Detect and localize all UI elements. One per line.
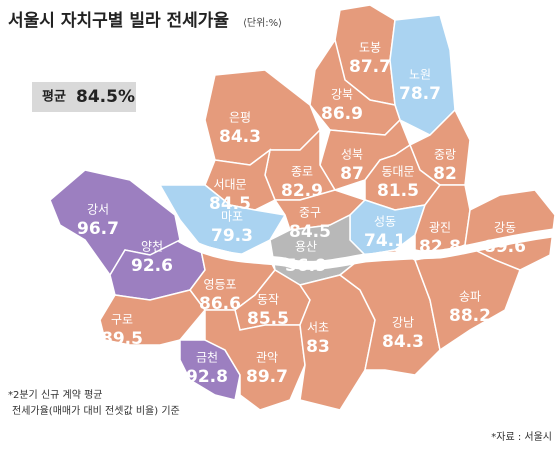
district-value: 78.7 — [399, 84, 441, 104]
district-name: 금천 — [196, 350, 218, 365]
average-label: 평균 — [42, 89, 66, 105]
district-name: 중구 — [299, 206, 321, 220]
average-box — [32, 82, 136, 112]
district-name: 강남 — [392, 316, 414, 330]
average-value: 84.5% — [76, 87, 135, 107]
district-name: 마포 — [221, 210, 243, 224]
river — [177, 227, 560, 270]
district-name: 중랑 — [434, 148, 456, 162]
district-name: 강동 — [494, 221, 516, 235]
district — [158, 184, 287, 256]
district-value: 79.3 — [211, 226, 253, 246]
district-name: 동대문 — [381, 165, 414, 179]
source: *자료 : 서울시 — [491, 431, 552, 443]
district-value: 89.5 — [101, 329, 143, 349]
district-name: 은평 — [229, 111, 251, 125]
district-value: 84.3 — [219, 127, 261, 147]
district-name: 서초 — [307, 321, 329, 335]
district-name: 성북 — [341, 148, 363, 162]
unit: ⟨단위:%⟩ — [243, 16, 282, 29]
district-name: 관악 — [256, 351, 278, 365]
district-value: 82.9 — [281, 181, 323, 201]
district-value: 87 — [340, 164, 364, 184]
district-name: 강서 — [87, 203, 109, 217]
district-value: 89.7 — [246, 367, 288, 387]
title: 서울시 자치구별 빌라 전세가율 — [8, 11, 229, 31]
district-value: 86.9 — [321, 104, 363, 124]
district-name: 동작 — [257, 293, 279, 307]
district-name: 강북 — [331, 88, 353, 102]
district-name: 종로 — [291, 165, 313, 179]
district-value: 81.5 — [377, 181, 419, 201]
district-value: 88.2 — [449, 306, 491, 326]
district-value: 84.3 — [382, 332, 424, 352]
district-value: 96.7 — [77, 219, 119, 239]
district-value: 87.7 — [349, 57, 391, 77]
note: *2분기 신규 계약 평균 — [8, 389, 103, 401]
district — [99, 289, 206, 346]
district-value: 83 — [306, 337, 330, 357]
note: 전세가율(매매가 대비 전셋값 비율) 기준 — [12, 405, 180, 417]
districts: 도봉 87.7 노원 78.7 강북 86.9 은평 84.3 성북 87 종로 82.9 중랑 82 동대… — [49, 4, 560, 411]
district — [204, 309, 306, 411]
district-value: 82 — [433, 164, 457, 184]
district-name: 영등포 — [203, 278, 236, 292]
district-name: 도봉 — [359, 41, 381, 55]
district-value: 89.6 — [484, 237, 526, 257]
district-name: 서대문 — [213, 178, 246, 192]
district-name: 양천 — [141, 239, 163, 254]
district-name: 용산 — [295, 240, 317, 254]
district-value: 86.6 — [199, 294, 241, 314]
district — [338, 249, 441, 376]
district-value: 92.8 — [186, 367, 228, 387]
district-value: 84.5 — [289, 222, 331, 242]
district-name: 성동 — [374, 215, 396, 229]
district-value: 56.9 — [285, 256, 327, 276]
district-value: 92.6 — [131, 256, 173, 276]
district-value: 82.8 — [419, 237, 461, 257]
district-value: 85.5 — [247, 309, 289, 329]
district-name: 구로 — [111, 313, 133, 327]
district-value: 74.1 — [364, 231, 406, 251]
district-name: 노원 — [409, 68, 431, 82]
district-value: 84.5 — [209, 194, 251, 214]
district-name: 광진 — [429, 221, 451, 235]
district-name: 송파 — [459, 290, 481, 304]
